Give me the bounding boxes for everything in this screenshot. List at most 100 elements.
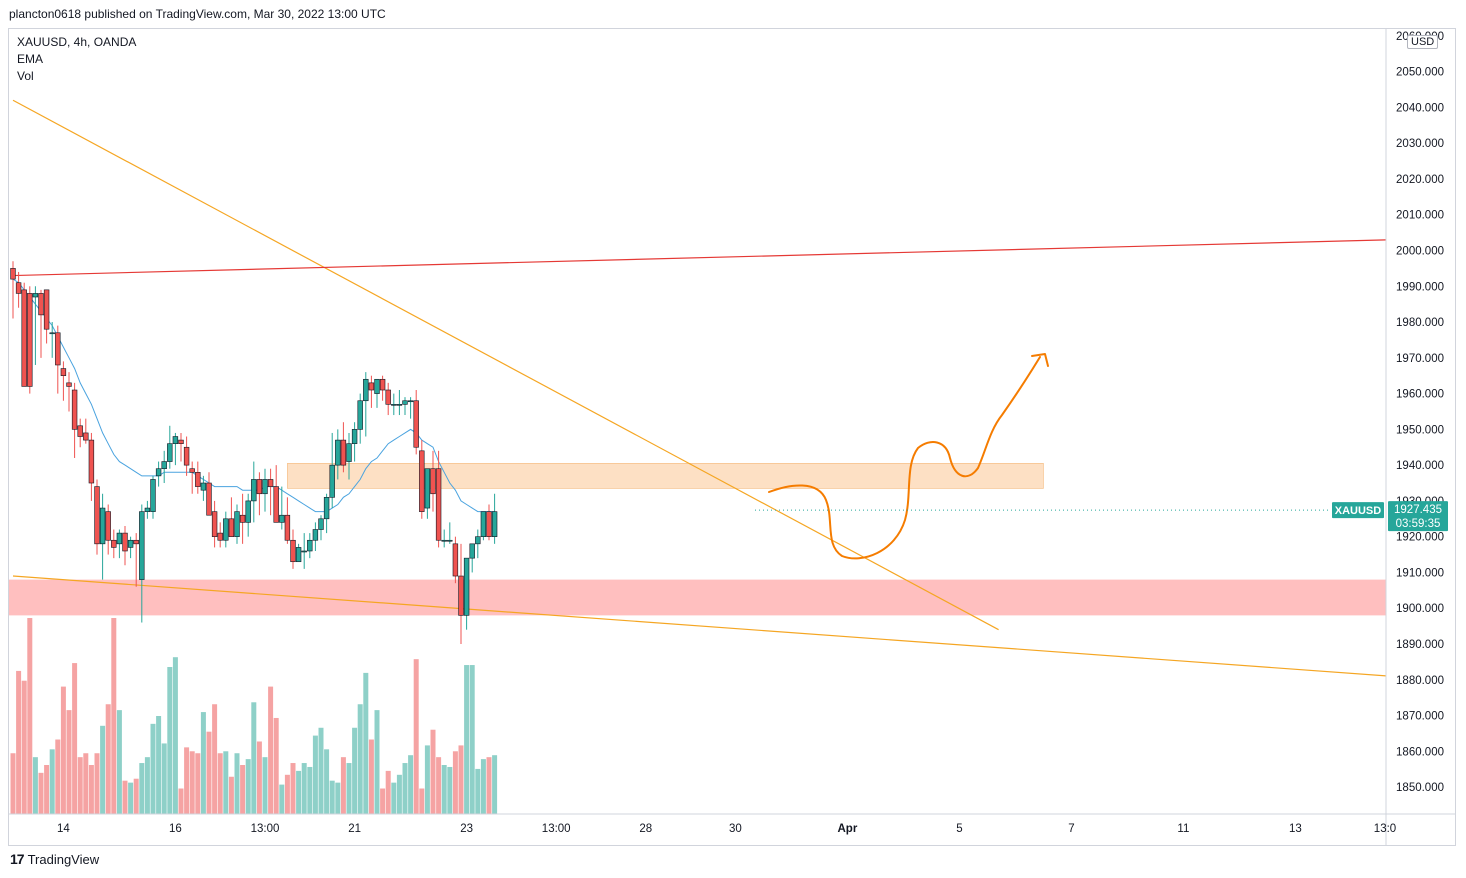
candle	[88, 432, 95, 501]
volume-bar	[128, 782, 134, 814]
candle	[38, 289, 44, 358]
volume-bar	[464, 665, 470, 814]
time-tick-label: 16	[169, 823, 182, 835]
price-tag-countdown: 03:59:35	[1396, 518, 1441, 530]
candle-body	[279, 514, 285, 523]
candle	[60, 361, 67, 401]
candle	[66, 372, 72, 412]
price-tag-symbol: XAUUSD	[1335, 505, 1382, 517]
price-tick-label: 1990.000	[1396, 281, 1444, 293]
forecast-drawing-layer	[768, 353, 1049, 560]
price-tick-label: 1900.000	[1396, 603, 1444, 615]
volume-bar	[228, 776, 234, 814]
candle-body	[77, 425, 83, 437]
volume-bar	[44, 765, 50, 814]
price-tick-label: 1940.000	[1396, 460, 1444, 472]
candle-body	[94, 486, 100, 545]
volume-bar	[83, 753, 89, 814]
volume-bar	[139, 763, 145, 814]
candle-body	[183, 446, 190, 466]
forecast-arrowhead-icon	[1031, 353, 1049, 367]
volume-bar	[21, 680, 27, 814]
volume-bar	[380, 788, 386, 814]
candle	[94, 479, 100, 555]
price-tick-label: 1950.000	[1396, 424, 1444, 436]
candle-body	[228, 518, 235, 537]
candle-body	[267, 479, 274, 487]
price-tag-value-box	[1388, 501, 1448, 532]
candle	[413, 390, 419, 455]
tradingview-footer[interactable]: 17 TradingView	[10, 851, 99, 867]
candle	[357, 393, 363, 444]
candle	[351, 422, 358, 462]
candle	[251, 461, 257, 523]
candle	[195, 461, 201, 494]
volume-bar	[452, 751, 458, 814]
volume-bar	[480, 759, 486, 814]
candle-body	[463, 557, 470, 616]
time-tick-label: 7	[1068, 823, 1074, 835]
candle	[402, 397, 408, 416]
candle	[279, 486, 285, 530]
candle	[217, 522, 223, 548]
volume-bar	[268, 686, 274, 814]
candle-body	[335, 439, 341, 466]
volume-bar	[273, 717, 279, 814]
volume-bar	[94, 753, 100, 814]
candle	[290, 529, 296, 569]
candle-body	[60, 368, 67, 377]
legend-ema[interactable]: EMA	[17, 52, 44, 66]
currency-selector[interactable]: USD	[1407, 35, 1439, 49]
price-tick-label: 2010.000	[1396, 210, 1444, 222]
candle	[15, 271, 22, 308]
candle-body	[55, 332, 61, 366]
candle-body	[385, 389, 391, 405]
candle-body	[111, 539, 117, 548]
candle-body	[49, 332, 55, 335]
volume-bar	[133, 778, 139, 814]
candle-body	[379, 378, 386, 391]
candle-body	[105, 511, 111, 541]
volume-bar	[458, 745, 464, 814]
candle-body	[374, 378, 380, 394]
candle	[211, 500, 218, 548]
volume-bar	[346, 763, 352, 814]
legend-symbol[interactable]: XAUUSD, 4h, OANDA	[17, 35, 137, 49]
candle	[178, 432, 184, 462]
price-tick-label: 2000.000	[1396, 245, 1444, 257]
time-tick-label: 21	[348, 823, 361, 835]
volume-bar	[172, 657, 178, 814]
volume-bar	[234, 753, 240, 814]
candle-body	[38, 293, 44, 316]
volume-bar	[436, 757, 442, 814]
candle-body	[262, 479, 268, 495]
volume-bar	[284, 774, 290, 814]
candle	[127, 536, 134, 559]
candle-body	[234, 511, 240, 537]
volume-bars-layer	[10, 618, 498, 814]
candle	[161, 450, 167, 484]
volume-bar	[262, 757, 268, 814]
candle	[262, 468, 268, 512]
candle	[234, 504, 240, 544]
candles-layer	[10, 261, 498, 644]
candle	[139, 504, 145, 623]
candle-body	[15, 282, 22, 294]
candle-body	[346, 443, 352, 462]
zones-layer	[9, 463, 1386, 616]
candle-body	[273, 486, 279, 523]
candle-body	[189, 468, 195, 473]
candle-body	[144, 507, 151, 512]
candle	[368, 375, 375, 408]
candle-body	[245, 500, 251, 523]
candle-body	[368, 382, 375, 391]
legend-volume[interactable]: Vol	[17, 69, 34, 83]
volume-bar	[200, 712, 206, 814]
candle-body	[32, 293, 39, 298]
candle	[385, 382, 391, 416]
candle-body	[312, 529, 319, 541]
candle-body	[161, 461, 167, 470]
candle-body	[323, 497, 330, 520]
volume-bar	[441, 765, 447, 814]
